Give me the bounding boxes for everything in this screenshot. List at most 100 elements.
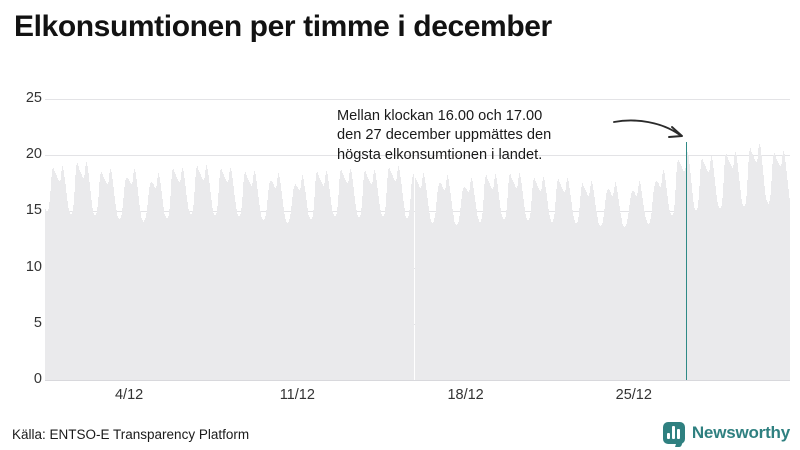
- bar: [240, 213, 242, 380]
- bar: [706, 170, 708, 380]
- bar: [251, 185, 253, 380]
- bar: [351, 172, 353, 380]
- bar: [165, 215, 166, 380]
- bar: [469, 182, 471, 380]
- bar: [656, 182, 658, 380]
- bar: [770, 181, 772, 380]
- bar: [47, 211, 48, 380]
- bar: [528, 218, 530, 380]
- bar: [199, 172, 200, 380]
- bar: [511, 179, 513, 380]
- bar: [496, 184, 498, 380]
- bar: [372, 182, 374, 380]
- bar: [527, 220, 529, 380]
- bar: [101, 172, 102, 380]
- bar: [459, 208, 461, 380]
- bar: [422, 173, 424, 380]
- bar: [733, 156, 735, 380]
- bar: [729, 164, 731, 380]
- bar: [381, 213, 383, 380]
- bar: [76, 165, 77, 380]
- bar: [77, 163, 78, 380]
- bar: [756, 158, 758, 380]
- bar: [692, 202, 694, 380]
- bar: [599, 226, 601, 380]
- bar: [710, 156, 712, 380]
- bar: [427, 205, 429, 380]
- bar: [533, 177, 535, 380]
- bar: [567, 181, 569, 380]
- bar: [699, 168, 701, 380]
- bar: [70, 213, 71, 380]
- bar: [636, 193, 638, 380]
- bar: [168, 215, 169, 380]
- bar: [73, 204, 74, 380]
- bar: [186, 194, 187, 380]
- annotation-text: Mellan klockan 16.00 och 17.00 den 27 de…: [337, 108, 552, 163]
- bar: [760, 155, 762, 380]
- bar: [515, 187, 517, 380]
- bar: [458, 215, 460, 380]
- bar: [92, 208, 93, 380]
- bar: [230, 167, 232, 380]
- bar: [421, 177, 423, 380]
- bar: [107, 184, 108, 380]
- bar: [355, 203, 357, 380]
- bar: [597, 222, 599, 380]
- bar: [666, 195, 668, 380]
- y-tick-label-15: 15: [25, 202, 42, 218]
- bar: [91, 200, 92, 380]
- bar: [120, 218, 121, 380]
- bar: [574, 222, 576, 380]
- bar: [657, 183, 659, 380]
- bar: [284, 213, 286, 380]
- bar: [730, 166, 732, 380]
- bar: [707, 172, 709, 380]
- bar: [445, 179, 447, 380]
- bar: [663, 173, 665, 380]
- bar: [223, 174, 225, 380]
- bar: [714, 185, 716, 380]
- bar: [544, 186, 546, 380]
- bar: [672, 212, 674, 380]
- bar: [412, 176, 414, 380]
- bar: [580, 186, 582, 380]
- bar: [352, 178, 354, 380]
- bar: [397, 170, 399, 380]
- logo-bar-1: [667, 433, 671, 439]
- bar: [535, 183, 537, 380]
- bar: [68, 208, 69, 380]
- bar: [627, 212, 629, 380]
- bar: [573, 220, 575, 380]
- bar: [477, 219, 479, 380]
- bar: [475, 209, 477, 380]
- bar: [595, 211, 597, 380]
- bar: [46, 211, 47, 380]
- bar: [128, 178, 129, 380]
- bar: [74, 192, 75, 380]
- bar: [198, 169, 199, 380]
- curved-arrow-right-icon: [613, 119, 683, 138]
- bar: [347, 183, 349, 380]
- bar: [72, 211, 73, 380]
- bar: [206, 165, 208, 380]
- bar: [493, 178, 495, 380]
- bar: [280, 183, 282, 380]
- bar: [628, 204, 630, 380]
- bar: [261, 217, 263, 380]
- bar: [71, 213, 72, 380]
- bar: [612, 193, 614, 380]
- bar: [212, 208, 214, 380]
- bar: [402, 193, 404, 380]
- bar: [734, 151, 736, 380]
- bar: [688, 164, 690, 380]
- bar: [117, 215, 118, 380]
- bar: [443, 190, 445, 380]
- bar: [643, 211, 645, 380]
- bar: [752, 156, 754, 380]
- bar: [434, 212, 436, 380]
- bar: [60, 179, 61, 380]
- bar: [305, 192, 307, 380]
- bar: [341, 169, 343, 380]
- bar: [632, 191, 634, 380]
